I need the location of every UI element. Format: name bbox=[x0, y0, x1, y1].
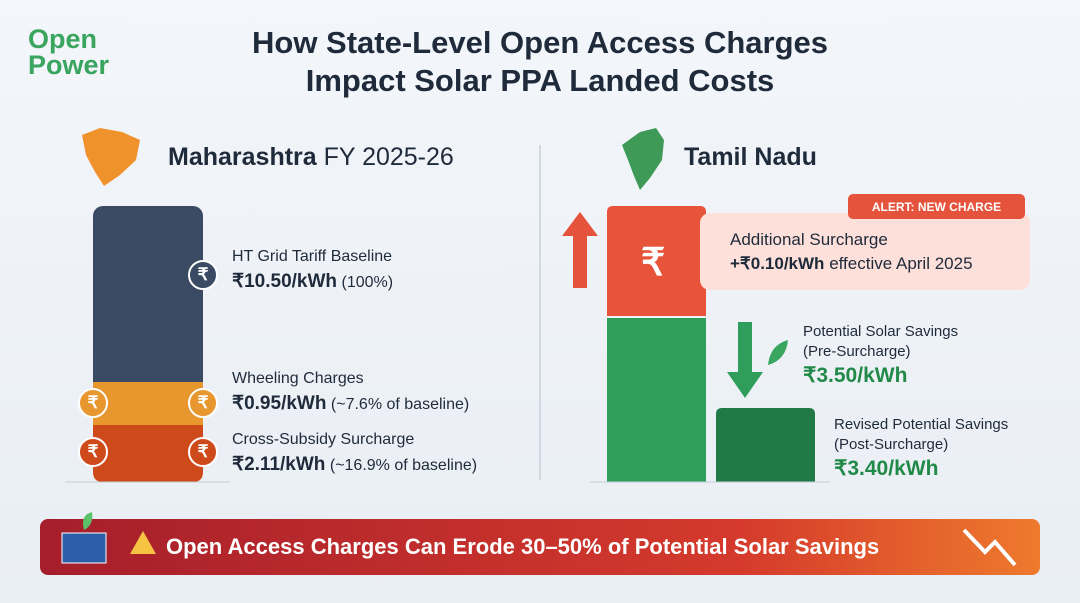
banner-text: Open Access Charges Can Erode 30–50% of … bbox=[166, 534, 880, 559]
item-note: (~16.9% of baseline) bbox=[329, 457, 478, 474]
item-note: (100%) bbox=[341, 274, 394, 291]
surcharge-label: Additional Surcharge bbox=[730, 230, 888, 249]
savings-sub: (Pre-Surcharge) bbox=[803, 343, 911, 360]
surcharge-note: effective April 2025 bbox=[829, 254, 973, 273]
rupee-icon: ₹ bbox=[188, 388, 218, 418]
title: How State-Level Open Access Charges Impac… bbox=[0, 24, 1080, 100]
item-value: ₹2.11/kWh bbox=[232, 454, 326, 475]
callout bbox=[700, 213, 1030, 290]
tamil-nadu-map bbox=[622, 128, 664, 190]
state-name: Maharashtra bbox=[168, 143, 317, 171]
warning-icon bbox=[130, 531, 156, 554]
alert-text: ALERT: NEW CHARGE bbox=[871, 200, 1002, 214]
title-line: Impact Solar PPA Landed Costs bbox=[305, 63, 775, 98]
savings-value: ₹3.40/kWh bbox=[834, 457, 939, 480]
rupee-icon: ₹ bbox=[188, 260, 218, 290]
leaf-icon bbox=[768, 340, 788, 365]
surcharge-bar bbox=[93, 425, 203, 482]
title-line: How State-Level Open Access Charges bbox=[252, 25, 828, 60]
item-note: (~7.6% of baseline) bbox=[330, 396, 470, 413]
surcharge-value: +₹0.10/kWh bbox=[730, 254, 825, 273]
revised-savings-bar bbox=[716, 408, 815, 482]
surcharge-block bbox=[607, 206, 706, 316]
rupee-icon: ₹ bbox=[78, 437, 108, 467]
logo-line: Open bbox=[28, 24, 98, 54]
logo: Open Power bbox=[28, 24, 110, 80]
item-label: HT Grid Tariff Baseline bbox=[232, 248, 393, 265]
rupee-icon: ₹ bbox=[641, 242, 666, 284]
savings-value: ₹3.50/kWh bbox=[803, 364, 908, 387]
rupee-icon: ₹ bbox=[78, 388, 108, 418]
savings-label: Revised Potential Savings bbox=[834, 416, 1009, 433]
down-arrow bbox=[727, 322, 763, 398]
down-trend-icon bbox=[962, 528, 1017, 567]
logo-line: Power bbox=[28, 50, 110, 80]
maharashtra-map bbox=[82, 128, 140, 186]
item-value: ₹10.50/kWh bbox=[232, 271, 338, 292]
period: FY 2025-26 bbox=[323, 143, 454, 171]
item-label: Cross-Subsidy Surcharge bbox=[232, 431, 415, 448]
item-label: Wheeling Charges bbox=[232, 370, 364, 387]
up-arrow bbox=[562, 212, 598, 288]
wheeling-bar bbox=[93, 382, 203, 425]
savings-bar bbox=[607, 318, 706, 482]
item-value: ₹0.95/kWh bbox=[232, 393, 327, 414]
rupee-icon: ₹ bbox=[188, 437, 218, 467]
savings-sub: (Post-Surcharge) bbox=[834, 436, 949, 453]
alert-badge bbox=[848, 194, 1025, 219]
sprout-icon bbox=[83, 512, 93, 530]
baseline-bar bbox=[93, 206, 203, 396]
savings-label: Potential Solar Savings bbox=[803, 323, 959, 340]
solar-panel-icon bbox=[61, 532, 107, 564]
banner-bg bbox=[40, 519, 1040, 575]
state-name: Tamil Nadu bbox=[684, 143, 817, 171]
